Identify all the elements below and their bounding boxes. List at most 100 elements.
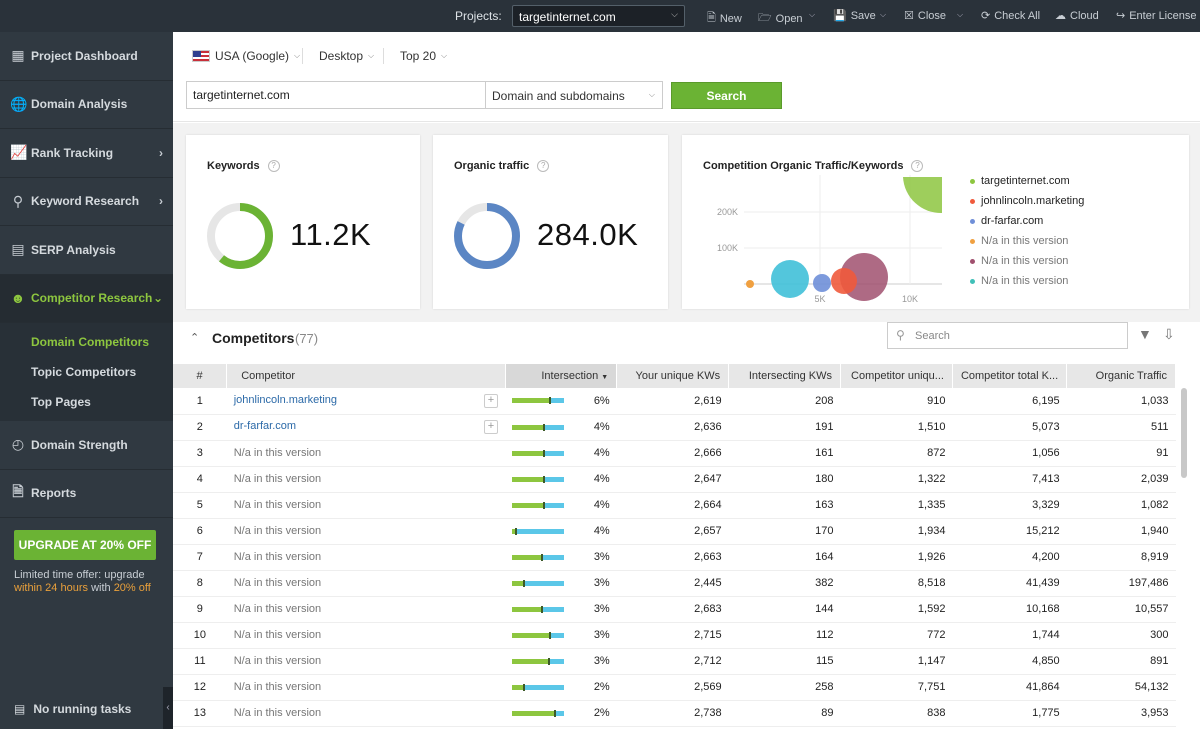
table-row[interactable]: 4 N/a in this version 4% 2,647 180 1,322 7,413… <box>173 466 1176 493</box>
globe-icon: 🌐 <box>10 95 28 112</box>
legend-item[interactable]: johnlincoln.marketing <box>970 191 1084 211</box>
column-header[interactable]: Competitor total K... <box>952 364 1068 388</box>
intersection-percent: 4% <box>593 499 610 511</box>
competitor-unique-kws: 1,934 <box>840 518 953 545</box>
legend-item[interactable]: N/a in this version <box>970 271 1084 291</box>
add-icon[interactable]: + <box>484 393 499 408</box>
sidebar-item-label: Keyword Research <box>31 194 140 209</box>
main-content: USA (Google) ⌵ Desktop ⌵ Top 20 ⌵ target… <box>173 32 1200 729</box>
scope-select[interactable]: Domain and subdomains ⌵ <box>485 81 663 109</box>
table-row[interactable]: 1 johnlincoln.marketing +6% 2,619 208 910 6,19… <box>173 388 1176 415</box>
sidebar-item-domain-strength[interactable]: ◴ Domain Strength <box>0 421 173 470</box>
table-row[interactable]: 5 N/a in this version 4% 2,664 163 1,335 3,329… <box>173 492 1176 519</box>
organic-traffic: 300 <box>1066 622 1176 649</box>
help-icon[interactable]: ? <box>911 160 924 172</box>
intersecting-kws: 144 <box>728 596 841 623</box>
intersection-percent: 2% <box>593 681 610 693</box>
legend-item[interactable]: N/a in this version <box>970 231 1084 251</box>
sidebar-collapse-handle[interactable]: ‹ <box>163 687 173 729</box>
cloud-button[interactable]: ☁ Cloud <box>1055 9 1099 23</box>
open-dropdown-caret[interactable]: ⌵ <box>809 10 816 19</box>
competitor-link[interactable]: dr-farfar.com <box>233 420 297 432</box>
search-button[interactable]: Search <box>671 82 782 109</box>
running-tasks-status[interactable]: ▤ No running tasks <box>14 702 131 716</box>
table-row[interactable]: 8 N/a in this version 3% 2,445 382 8,518 41,43… <box>173 570 1176 597</box>
legend-item[interactable]: targetinternet.com <box>970 171 1084 191</box>
table-row[interactable]: 10 N/a in this version 3% 2,715 112 772 1,744 3… <box>173 622 1176 649</box>
row-index: 3 <box>173 440 227 467</box>
enter-license-label: Enter License <box>1129 9 1197 22</box>
intersection-percent: 4% <box>593 525 610 537</box>
open-button[interactable]: 🗁 Open <box>758 9 803 28</box>
intersecting-kws: 163 <box>728 492 841 519</box>
sidebar-item-rank-tracking[interactable]: 📈 Rank Tracking › <box>0 129 173 178</box>
help-icon[interactable]: ? <box>537 160 550 172</box>
organic-traffic-card: Organic traffic? 284.0K <box>433 135 668 309</box>
competitor-cell: N/a in this version <box>226 596 506 623</box>
column-header[interactable]: # <box>173 364 228 388</box>
competitors-search-input[interactable]: ⚲ Search <box>887 322 1128 349</box>
sidebar-item-project-dashboard[interactable]: ▦ Project Dashboard <box>0 32 173 81</box>
sidebar-item-serp-analysis[interactable]: ▤ SERP Analysis <box>0 226 173 275</box>
subnav-topic-competitors[interactable]: Topic Competitors <box>31 365 137 379</box>
competitor-link[interactable]: johnlincoln.marketing <box>233 393 338 406</box>
add-icon[interactable]: + <box>484 420 499 434</box>
location-select[interactable]: USA (Google) ⌵ <box>192 49 300 63</box>
help-icon[interactable]: ? <box>267 160 280 172</box>
project-select[interactable]: targetinternet.com ⌵ <box>512 5 685 27</box>
offer-line: Limited time offer: upgrade <box>14 569 145 581</box>
sidebar-item-domain-analysis[interactable]: 🌐 Domain Analysis <box>0 81 173 129</box>
table-row[interactable]: 3 N/a in this version 4% 2,666 161 872 1,056 91 <box>173 440 1176 467</box>
intersection-cell: 4% <box>505 440 617 467</box>
intersection-bar-fill <box>512 398 550 404</box>
new-button[interactable]: 🗎 New <box>707 9 742 28</box>
competition-legend: targetinternet.com johnlincoln.marketing… <box>970 171 1084 291</box>
subnav-domain-competitors[interactable]: Domain Competitors <box>31 335 150 349</box>
column-header-sorted[interactable]: Intersection ▼ <box>505 364 618 388</box>
table-row[interactable]: 2 dr-farfar.com +4% 2,636 191 1,510 5,073 511 <box>173 414 1176 441</box>
device-select[interactable]: Desktop ⌵ <box>319 49 374 63</box>
table-row[interactable]: 13 N/a in this version 2% 2,738 89 838 1,775 3,… <box>173 700 1176 727</box>
sidebar-item-competitor-research[interactable]: ☻ Competitor Research ⌄ <box>0 274 173 323</box>
sidebar-item-reports[interactable]: 🗎 Reports <box>0 470 173 518</box>
collapse-icon[interactable]: ⌃ <box>190 332 200 344</box>
table-row[interactable]: 11 N/a in this version 3% 2,712 115 1,147 4,85… <box>173 648 1176 675</box>
intersection-cell: 4% <box>505 492 617 519</box>
chevron-right-icon: › <box>159 194 163 209</box>
legend-item[interactable]: dr-farfar.com <box>970 211 1084 231</box>
table-row[interactable]: 9 N/a in this version 3% 2,683 144 1,592 10,16… <box>173 596 1176 623</box>
top-toolbar: Projects: targetinternet.com ⌵ 🗎 New 🗁 Ope… <box>0 0 1200 32</box>
legend-item[interactable]: N/a in this version <box>970 251 1084 271</box>
column-header[interactable]: Organic Traffic <box>1066 364 1176 388</box>
filter-icon[interactable]: ▼ <box>1138 326 1152 342</box>
save-button[interactable]: 💾 Save <box>833 9 876 23</box>
table-row[interactable]: 6 N/a in this version 4% 2,657 170 1,934 15,21… <box>173 518 1176 545</box>
your-unique-kws: 2,619 <box>616 388 729 415</box>
competitor-unique-kws: 1,926 <box>840 544 953 571</box>
close-button[interactable]: ☒ Close <box>904 9 946 23</box>
us-flag-icon <box>192 50 210 62</box>
export-icon[interactable]: ⇩ <box>1163 326 1175 342</box>
close-dropdown-caret[interactable]: ⌵ <box>957 10 964 19</box>
competitors-count: (77) <box>295 331 319 346</box>
upgrade-button[interactable]: UPGRADE AT 20% OFF <box>14 530 156 560</box>
sidebar-item-keyword-research[interactable]: ⚲ Keyword Research › <box>0 178 173 226</box>
competitor-total-kws: 1,744 <box>952 622 1067 649</box>
domain-input[interactable]: targetinternet.com <box>186 81 486 109</box>
enter-license-button[interactable]: ↪ Enter License <box>1116 9 1197 23</box>
intersecting-kws: 258 <box>728 674 841 701</box>
table-row[interactable]: 12 N/a in this version 2% 2,569 258 7,751 41,8… <box>173 674 1176 701</box>
check-all-button[interactable]: ⟳ Check All <box>981 9 1040 23</box>
subnav-top-pages[interactable]: Top Pages <box>31 395 91 409</box>
top-results-select[interactable]: Top 20 ⌵ <box>400 49 447 63</box>
column-header[interactable]: Competitor uniqu... <box>840 364 953 388</box>
column-header[interactable]: Competitor <box>226 364 506 388</box>
column-header[interactable]: Your unique KWs <box>616 364 730 388</box>
intersecting-kws: 180 <box>728 466 841 493</box>
save-dropdown-caret[interactable]: ⌵ <box>880 10 887 19</box>
table-scrollbar-thumb[interactable] <box>1181 388 1187 478</box>
intersection-cell: 6% <box>505 388 617 415</box>
table-row[interactable]: 7 N/a in this version 3% 2,663 164 1,926 4,200… <box>173 544 1176 571</box>
intersection-bar-fill <box>512 554 541 560</box>
column-header[interactable]: Intersecting KWs <box>728 364 841 388</box>
